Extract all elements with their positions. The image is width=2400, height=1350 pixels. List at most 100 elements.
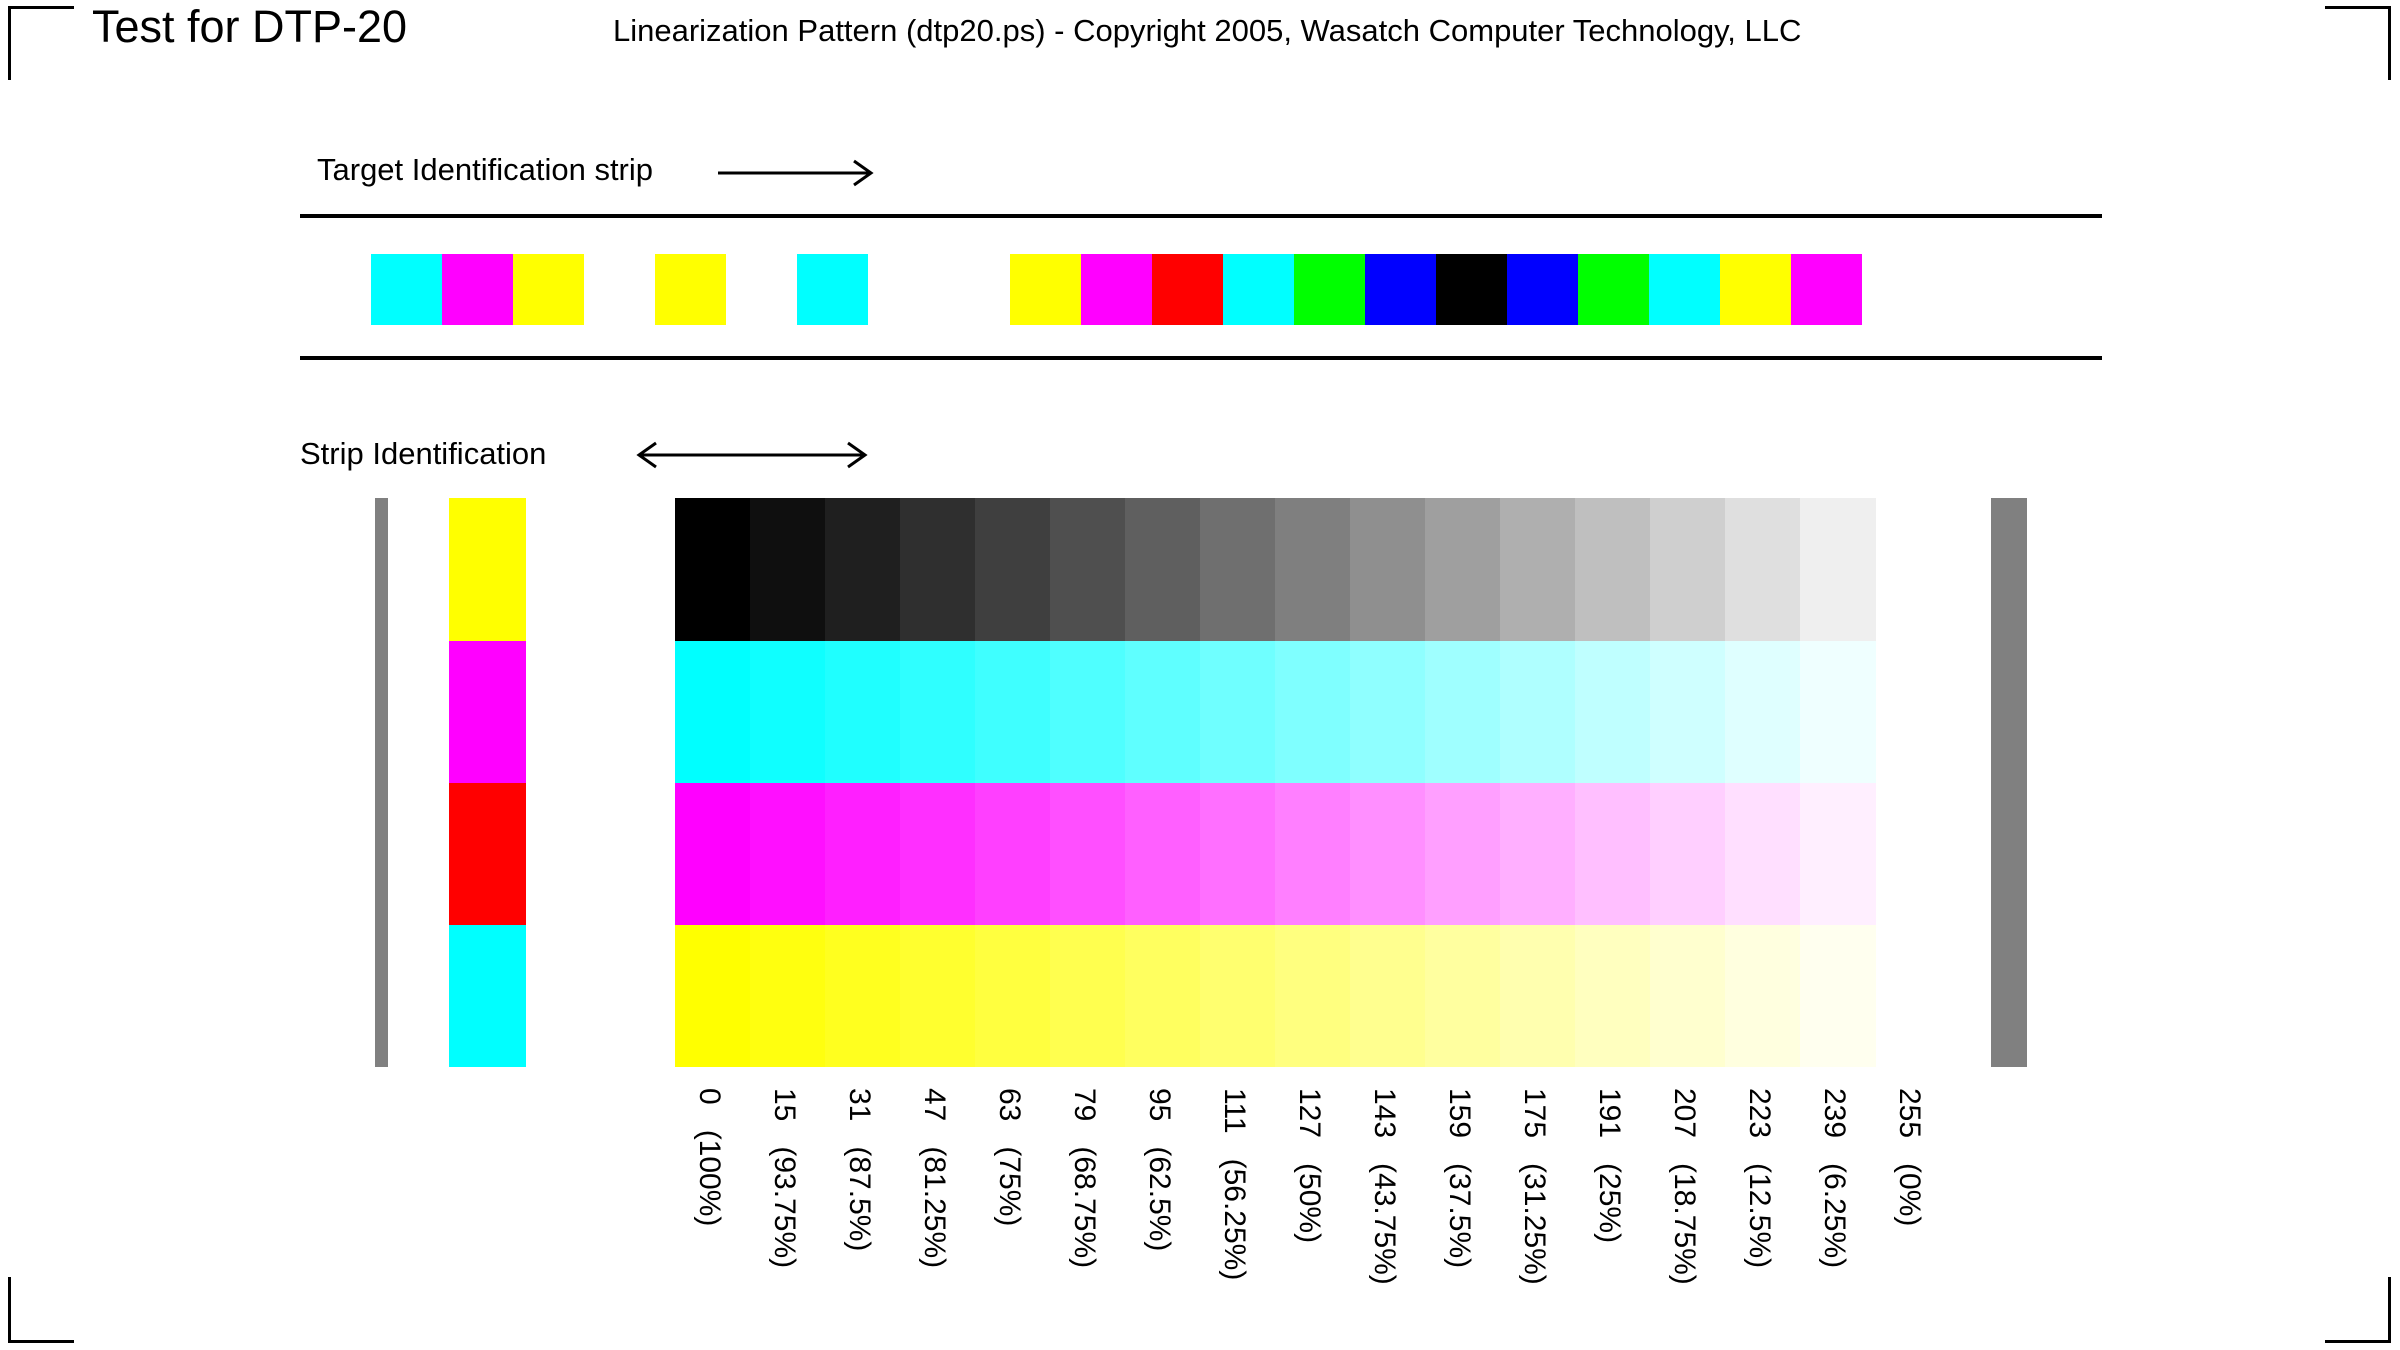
ramp-cell-cyan (1500, 641, 1576, 783)
ramp-cell-cyan (975, 641, 1051, 783)
ramp-tick-label: 255 (0%) (1893, 1088, 1926, 1303)
ramp-tick-label: 0 (100%) (693, 1088, 726, 1303)
target-square (1081, 254, 1152, 325)
ramp-cell-cyan (1350, 641, 1426, 783)
strip-id-square (449, 498, 526, 641)
target-square (442, 254, 513, 325)
ramp-cell-black (675, 498, 751, 641)
ramp-tick-label-text: 47 (81.25%) (918, 1088, 951, 1269)
ramp-tick-label: 31 (87.5%) (843, 1088, 876, 1303)
ramp-cell-magenta (900, 783, 976, 925)
ramp-cell-magenta (1350, 783, 1426, 925)
ramp-tick-label: 63 (75%) (993, 1088, 1026, 1303)
ramp-cell-yellow (1500, 925, 1576, 1067)
ramp-tick-label: 15 (93.75%) (768, 1088, 801, 1303)
target-square (1365, 254, 1436, 325)
ramp-cell-black (975, 498, 1051, 641)
ramp-cell-yellow (1350, 925, 1426, 1067)
ramp-cell-cyan (750, 641, 826, 783)
ramp-cell-cyan (1125, 641, 1201, 783)
strip-identification-label: Strip Identification (300, 436, 547, 471)
ramp-tick-label-text: 159 (37.5%) (1443, 1088, 1476, 1269)
ramp-cell-cyan (900, 641, 976, 783)
target-square (1152, 254, 1223, 325)
page-title: Test for DTP-20 (92, 1, 408, 52)
ramp-tick-label-text: 239 (6.25%) (1818, 1088, 1851, 1269)
ramp-tick-label: 191 (25%) (1593, 1088, 1626, 1303)
ramp-tick-label-text: 31 (87.5%) (843, 1088, 876, 1252)
right-registration-bar (1991, 498, 2027, 1067)
ramp-cell-magenta (1125, 783, 1201, 925)
ramp-cell-cyan (1725, 641, 1801, 783)
ramp-tick-label-text: 0 (100%) (693, 1088, 726, 1227)
ramp-cell-black (1125, 498, 1201, 641)
ramp-cell-magenta (1200, 783, 1276, 925)
ramp-cell-cyan (675, 641, 751, 783)
ramp-tick-label-text: 175 (31.25%) (1518, 1088, 1551, 1285)
ramp-cell-black (750, 498, 826, 641)
crop-mark-bottom-right (2325, 1277, 2391, 1343)
ramp-cell-black (1800, 498, 1876, 641)
ramp-cell-magenta (975, 783, 1051, 925)
double-arrow-icon (636, 441, 868, 469)
ramp-cell-magenta (1575, 783, 1651, 925)
ramp-cell-yellow (750, 925, 826, 1067)
ramp-cell-black (1500, 498, 1576, 641)
target-square (797, 254, 868, 325)
ramp-cell-cyan (1425, 641, 1501, 783)
ramp-cell-black (1050, 498, 1126, 641)
target-square (655, 254, 726, 325)
target-square (1578, 254, 1649, 325)
ramp-cell-magenta (675, 783, 751, 925)
ramp-cell-black (1350, 498, 1426, 641)
ramp-tick-label: 111 (56.25%) (1218, 1088, 1251, 1303)
ramp-cell-magenta (1650, 783, 1726, 925)
target-square (1720, 254, 1791, 325)
ramp-cell-yellow (1050, 925, 1126, 1067)
target-square (1223, 254, 1294, 325)
ramp-tick-label-text: 207 (18.75%) (1668, 1088, 1701, 1285)
ramp-cell-yellow (900, 925, 976, 1067)
crop-mark-top-left (8, 6, 74, 80)
ramp-cell-cyan (1800, 641, 1876, 783)
ramp-cell-yellow (825, 925, 901, 1067)
ramp-cell-magenta (1500, 783, 1576, 925)
ramp-cell-black (1425, 498, 1501, 641)
ramp-tick-label-text: 191 (25%) (1593, 1088, 1626, 1244)
target-square (1294, 254, 1365, 325)
ramp-cell-black (1200, 498, 1276, 641)
target-square (1649, 254, 1720, 325)
ramp-cell-magenta (825, 783, 901, 925)
ramp-tick-label: 175 (31.25%) (1518, 1088, 1551, 1303)
ramp-cell-cyan (1275, 641, 1351, 783)
ramp-tick-label: 143 (43.75%) (1368, 1088, 1401, 1303)
ramp-tick-label-text: 95 (62.5%) (1143, 1088, 1176, 1252)
ramp-cell-yellow (1725, 925, 1801, 1067)
ramp-cell-black (825, 498, 901, 641)
ramp-tick-label: 207 (18.75%) (1668, 1088, 1701, 1303)
target-strip-top-rule (300, 214, 2102, 218)
ramp-tick-label: 95 (62.5%) (1143, 1088, 1176, 1303)
ramp-tick-label: 127 (50%) (1293, 1088, 1326, 1303)
ramp-cell-magenta (1275, 783, 1351, 925)
ramp-cell-magenta (1800, 783, 1876, 925)
ramp-cell-black (1650, 498, 1726, 641)
ramp-cell-black (1275, 498, 1351, 641)
ramp-tick-label: 239 (6.25%) (1818, 1088, 1851, 1303)
ramp-cell-yellow (1650, 925, 1726, 1067)
target-square (371, 254, 442, 325)
ramp-cell-black (1575, 498, 1651, 641)
ramp-cell-yellow (1800, 925, 1876, 1067)
ramp-cell-cyan (1650, 641, 1726, 783)
ramp-tick-label-text: 255 (0%) (1893, 1088, 1926, 1227)
ramp-cell-cyan (1200, 641, 1276, 783)
ramp-tick-label-text: 127 (50%) (1293, 1088, 1326, 1244)
crop-mark-top-right (2325, 6, 2391, 80)
ramp-tick-label: 47 (81.25%) (918, 1088, 951, 1303)
ramp-cell-black (1725, 498, 1801, 641)
ramp-cell-yellow (1575, 925, 1651, 1067)
ramp-cell-yellow (1125, 925, 1201, 1067)
target-square (1507, 254, 1578, 325)
ramp-tick-label-text: 223 (12.5%) (1743, 1088, 1776, 1269)
left-registration-bar (375, 498, 388, 1067)
